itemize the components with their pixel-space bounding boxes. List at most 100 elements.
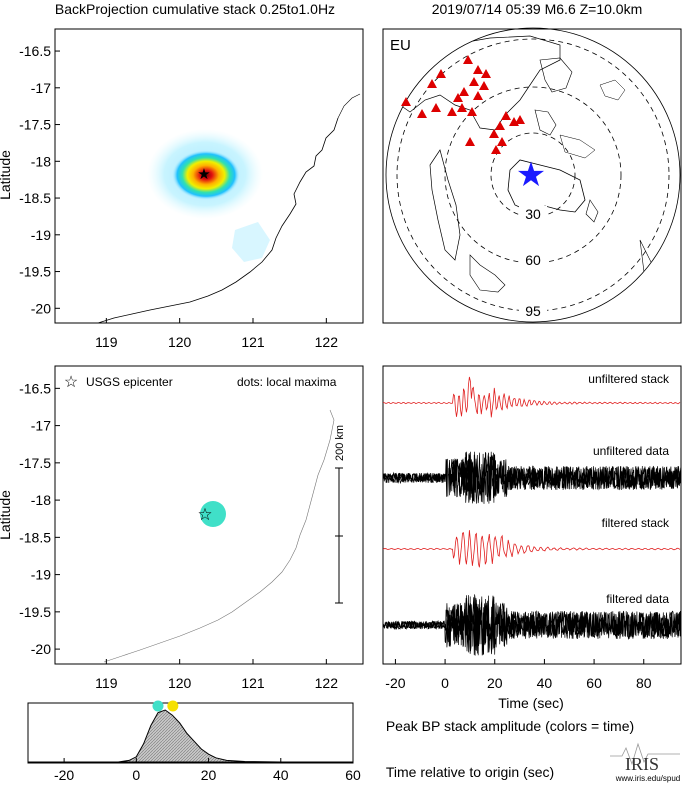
station-triangle bbox=[479, 81, 489, 90]
station-triangle bbox=[417, 109, 427, 118]
bottom-map-panel: ☆ ☆ USGS epicenter dots: local maxima 20… bbox=[0, 365, 364, 691]
top-map-ytick-label: -17 bbox=[31, 80, 51, 96]
peak-maxima-dots bbox=[152, 700, 179, 712]
ring-label-60: 60 bbox=[525, 252, 541, 268]
bottom-map-ytick-label: -17 bbox=[31, 418, 51, 434]
bottom-map-ytick-label: -16.5 bbox=[19, 380, 51, 396]
top-map-ytick-label: -20 bbox=[31, 300, 51, 316]
legend-local-maxima: dots: local maxima bbox=[237, 375, 337, 389]
trace-unfiltered-data bbox=[383, 451, 681, 504]
peak-xtick-label: -20 bbox=[54, 767, 74, 783]
station-triangle bbox=[465, 137, 475, 146]
iris-logo-wave bbox=[610, 742, 680, 766]
globe-outline bbox=[385, 27, 681, 323]
ring-label-30: 30 bbox=[525, 206, 541, 222]
station-triangle bbox=[401, 97, 411, 106]
peak-xtick-label: 0 bbox=[132, 767, 140, 783]
scale-bar-label: 200 km bbox=[334, 425, 346, 461]
station-triangle bbox=[436, 69, 446, 78]
top-map-ytick-label: -17.5 bbox=[19, 117, 51, 133]
peak-xtick-label: 60 bbox=[345, 767, 361, 783]
right-title: 2019/07/14 05:39 M6.6 Z=10.0km bbox=[432, 1, 643, 17]
bottom-map-coastline bbox=[103, 409, 335, 663]
top-map-coastline-north bbox=[337, 93, 361, 119]
station-triangle bbox=[489, 129, 499, 138]
station-triangle bbox=[501, 111, 511, 120]
traces-xtick-label: 80 bbox=[636, 675, 652, 691]
traces-xtick-label: -20 bbox=[385, 675, 405, 691]
top-map-panel: ★ Latitude -16.5 -17 -17.5 -18 -18.5 -19 -19.5… bbox=[0, 28, 364, 350]
globe-epicenter-star: ★ bbox=[516, 156, 546, 194]
traces-xtick-label: 0 bbox=[441, 675, 449, 691]
globe-panel: 30 60 95 ★ EU bbox=[382, 27, 682, 324]
iris-logo-url: www.iris.edu/spud bbox=[615, 774, 680, 783]
bottom-map-ytick-label: -18 bbox=[31, 492, 51, 508]
station-triangle bbox=[491, 145, 501, 154]
trace-label-unfiltered-data: unfiltered data bbox=[593, 444, 669, 458]
bottom-map-epicenter-star: ☆ bbox=[197, 505, 212, 524]
peak-x-ticks: -20 0 20 40 60 bbox=[54, 758, 361, 783]
peak-xtick-label: 40 bbox=[273, 767, 289, 783]
bottom-map-xtick-label: 121 bbox=[241, 675, 265, 691]
traces-xtick-label: 60 bbox=[586, 675, 602, 691]
iris-logo: IRIS www.iris.edu/spud bbox=[610, 742, 680, 783]
bottom-map-xtick-label: 120 bbox=[168, 675, 192, 691]
top-map-epicenter-star: ★ bbox=[197, 166, 210, 183]
legend-epicenter: USGS epicenter bbox=[86, 375, 173, 389]
traces-panel: unfiltered stack unfiltered data filtere… bbox=[382, 365, 682, 711]
trace-filtered-stack bbox=[383, 530, 681, 568]
top-map-ytick-label: -18 bbox=[31, 153, 51, 169]
station-triangle bbox=[453, 93, 463, 102]
traces-x-ticks: -20 0 20 40 60 80 bbox=[385, 659, 652, 691]
trace-label-filtered-stack: filtered stack bbox=[602, 516, 670, 530]
top-map-ytick-label: -16.5 bbox=[19, 43, 51, 59]
left-title: BackProjection cumulative stack 0.25to1.… bbox=[55, 1, 335, 17]
bottom-map-ytick-label: -18.5 bbox=[19, 529, 51, 545]
bottom-map-xtick-label: 122 bbox=[315, 675, 339, 691]
top-map-ytick-label: -19 bbox=[31, 227, 51, 243]
station-triangle bbox=[495, 121, 505, 130]
trace-label-filtered-data: filtered data bbox=[606, 592, 669, 606]
station-triangle bbox=[457, 103, 467, 112]
ring-label-bg-60 bbox=[519, 252, 547, 268]
globe-label-eu: EU bbox=[390, 37, 411, 54]
bottom-map-ytick-label: -17.5 bbox=[19, 455, 51, 471]
trace-unfiltered-stack bbox=[383, 376, 681, 418]
peak-maximum-dot bbox=[152, 700, 164, 712]
distance-ring-95 bbox=[396, 38, 670, 312]
ring-label-95: 95 bbox=[525, 303, 541, 319]
legend-star-icon: ☆ bbox=[64, 374, 78, 391]
bottom-map-ytick-label: -19.5 bbox=[19, 604, 51, 620]
station-triangle bbox=[515, 115, 525, 124]
station-triangle bbox=[431, 103, 441, 112]
ring-label-bg-95 bbox=[519, 303, 547, 319]
traces-xtick-label: 20 bbox=[487, 675, 503, 691]
station-triangle bbox=[473, 65, 483, 74]
station-triangle bbox=[469, 77, 479, 86]
top-map-xtick-label: 121 bbox=[241, 334, 265, 350]
bottom-map-y-ticks: -16.5 -17 -17.5 -18 -18.5 -19 -19.5 -20 bbox=[19, 380, 60, 657]
station-triangle bbox=[497, 137, 507, 146]
top-map-xtick-label: 119 bbox=[95, 334, 118, 350]
top-map-y-ticks: -16.5 -17 -17.5 -18 -18.5 -19 -19.5 -20 bbox=[19, 43, 60, 316]
station-triangle bbox=[467, 107, 477, 116]
station-triangle bbox=[459, 87, 469, 96]
traces-xlabel: Time (sec) bbox=[498, 695, 564, 711]
iris-logo-name: IRIS bbox=[625, 754, 659, 774]
top-map-x-ticks: 119 120 121 122 bbox=[95, 318, 338, 350]
top-map-ylabel: Latitude bbox=[0, 150, 13, 200]
peak-amplitude-area bbox=[28, 709, 353, 763]
ring-label-bg-30 bbox=[519, 206, 547, 222]
bp-halo-secondary bbox=[232, 222, 270, 262]
traces-xtick-label: 40 bbox=[537, 675, 553, 691]
globe-frame bbox=[382, 28, 682, 324]
bp-heat-peak bbox=[172, 150, 240, 200]
station-triangle bbox=[481, 69, 491, 78]
bottom-map-ylabel: Latitude bbox=[0, 490, 13, 540]
peak-panel: -20 0 20 40 60 Peak BP stack amplitude (colo… bbox=[27, 700, 634, 783]
top-map-xtick-label: 120 bbox=[168, 334, 192, 350]
top-map-ytick-label: -19.5 bbox=[19, 264, 51, 280]
top-map-ytick-label: -18.5 bbox=[19, 190, 51, 206]
globe-landmasses bbox=[399, 35, 661, 301]
